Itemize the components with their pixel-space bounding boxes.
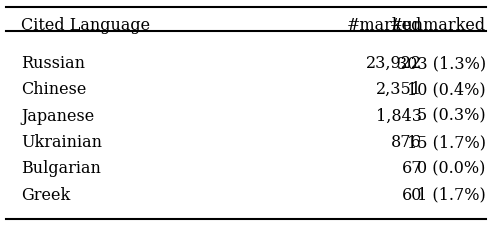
Text: 303 (1.3%): 303 (1.3%) — [397, 55, 486, 72]
Text: 15 (1.7%): 15 (1.7%) — [407, 133, 486, 150]
Text: 60: 60 — [402, 186, 422, 203]
Text: Japanese: Japanese — [21, 107, 94, 124]
Text: 0 (0.0%): 0 (0.0%) — [417, 160, 486, 177]
Text: 5 (0.3%): 5 (0.3%) — [417, 107, 486, 124]
Text: 67: 67 — [401, 160, 422, 177]
Text: 876: 876 — [391, 133, 422, 150]
Text: Greek: Greek — [21, 186, 70, 203]
Text: 23,922: 23,922 — [366, 55, 422, 72]
Text: Ukrainian: Ukrainian — [21, 133, 102, 150]
Text: Cited Language: Cited Language — [21, 17, 150, 34]
Text: Russian: Russian — [21, 55, 85, 72]
Text: 1,843: 1,843 — [376, 107, 422, 124]
Text: Bulgarian: Bulgarian — [21, 160, 101, 177]
Text: #marked: #marked — [347, 17, 422, 34]
Text: 10 (0.4%): 10 (0.4%) — [407, 81, 486, 98]
Text: 2,351: 2,351 — [376, 81, 422, 98]
Text: 1 (1.7%): 1 (1.7%) — [417, 186, 486, 203]
Text: #unmarked: #unmarked — [390, 17, 486, 34]
Text: Chinese: Chinese — [21, 81, 86, 98]
